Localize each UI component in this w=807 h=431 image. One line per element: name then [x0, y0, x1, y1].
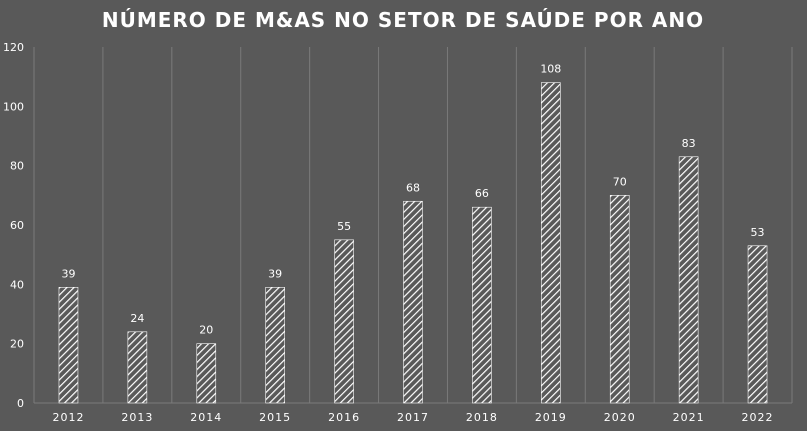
x-tick-label: 2016	[328, 411, 360, 424]
data-label: 83	[682, 137, 696, 150]
y-tick-label: 60	[10, 219, 24, 232]
y-tick-label: 100	[3, 100, 24, 113]
data-label: 39	[268, 267, 282, 280]
data-labels: 39 24 20 39 55 68 66 108 70 83 53	[61, 63, 764, 337]
y-tick-label: 40	[10, 278, 24, 291]
bar	[678, 156, 699, 404]
bar	[403, 200, 423, 404]
data-label: 108	[540, 63, 561, 76]
x-axis-ticks: 2012 2013 2014 2015 2016 2017 2018 2019 2020 2021…	[52, 411, 774, 424]
data-label: 39	[61, 267, 75, 280]
bar	[196, 343, 217, 404]
x-tick-label: 2018	[466, 411, 498, 424]
data-label: 24	[130, 312, 144, 325]
bar	[265, 286, 285, 404]
x-tick-label: 2022	[742, 411, 774, 424]
chart-title: NÚMERO DE M&AS NO SETOR DE SAÚDE POR ANO	[102, 8, 704, 32]
data-label: 20	[199, 324, 213, 337]
x-tick-label: 2015	[259, 411, 291, 424]
x-tick-label: 2021	[673, 411, 705, 424]
bar	[541, 82, 561, 404]
y-axis-ticks: 0 20 40 60 80 100 120	[3, 41, 24, 410]
data-label: 53	[751, 226, 765, 239]
x-tick-label: 2019	[535, 411, 567, 424]
bar	[609, 195, 630, 404]
x-tick-label: 2017	[397, 411, 429, 424]
y-tick-label: 80	[10, 160, 24, 173]
data-label: 70	[613, 175, 627, 188]
bar	[334, 239, 354, 404]
data-label: 66	[475, 187, 489, 200]
y-tick-label: 0	[17, 397, 24, 410]
bar	[58, 286, 79, 404]
bar	[747, 245, 768, 404]
x-tick-label: 2020	[604, 411, 636, 424]
x-tick-label: 2012	[52, 411, 84, 424]
bar	[472, 206, 492, 404]
bar	[127, 331, 148, 404]
data-label: 68	[406, 181, 420, 194]
x-tick-label: 2013	[121, 411, 153, 424]
data-label: 55	[337, 220, 351, 233]
bars	[58, 82, 768, 404]
y-tick-label: 120	[3, 41, 24, 54]
x-tick-label: 2014	[190, 411, 222, 424]
y-tick-label: 20	[10, 338, 24, 351]
